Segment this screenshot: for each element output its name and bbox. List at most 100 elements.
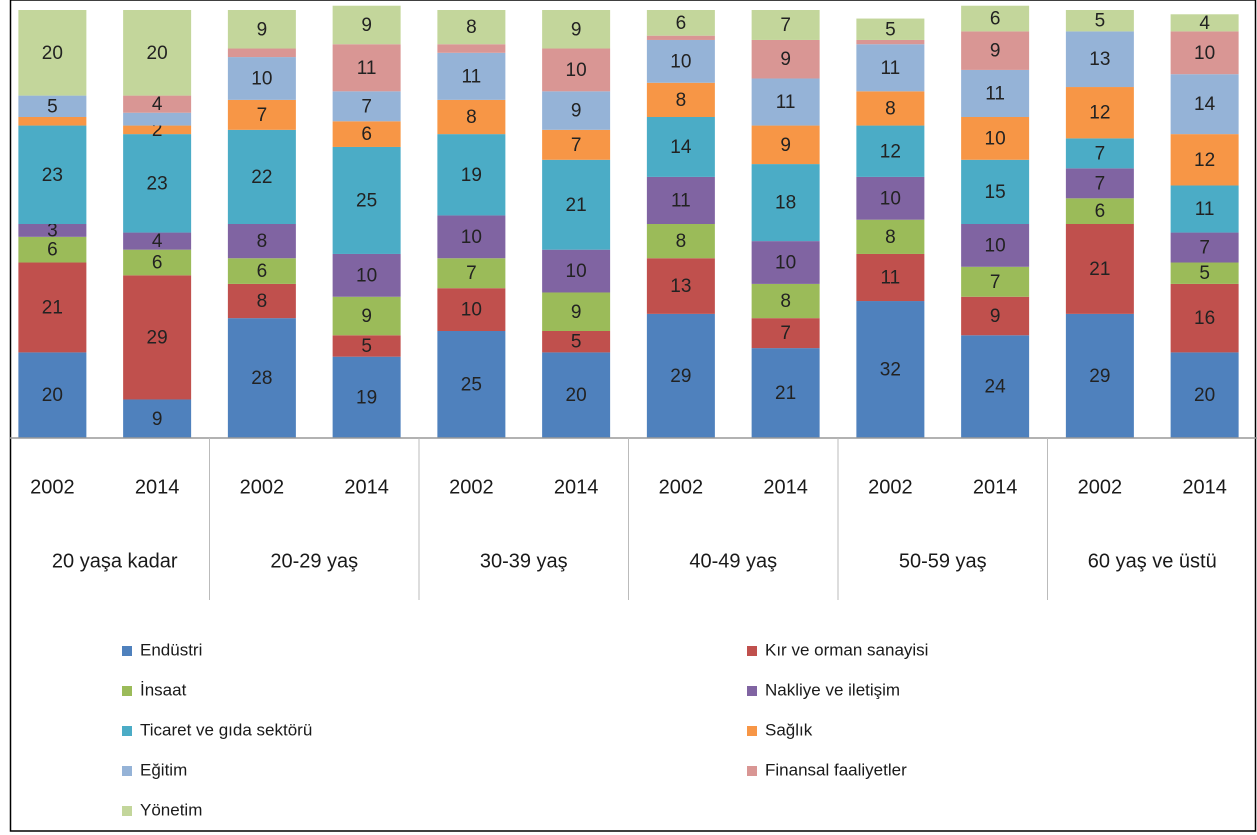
bar-segment: [542, 10, 611, 49]
bar-segment: [961, 266, 1030, 297]
bar-segment: [18, 10, 87, 96]
bar-segment: [123, 249, 192, 276]
legend-swatch: [747, 686, 757, 696]
value-label: 13: [670, 276, 691, 297]
bar-segment: [856, 176, 925, 220]
bar-segment: [18, 224, 87, 237]
legend-swatch: [747, 646, 757, 656]
bar-segment: [437, 215, 506, 259]
value-label: 20: [42, 385, 63, 406]
value-label: 9: [990, 306, 1001, 327]
legend-swatch: [747, 726, 757, 736]
value-label: 29: [1089, 366, 1110, 387]
value-label: 6: [47, 240, 58, 261]
value-label: 10: [461, 227, 482, 248]
value-label: 7: [990, 272, 1001, 293]
bar-segment: [1170, 185, 1239, 233]
legend-label: Sağlık: [765, 720, 813, 739]
bar-segment: [1065, 87, 1134, 139]
value-label: 8: [885, 98, 896, 119]
bar-segment: [18, 236, 87, 263]
value-label: 6: [676, 13, 687, 34]
legend-swatch: [122, 726, 132, 736]
value-label: 23: [147, 173, 168, 194]
x-tick-label: 2002: [240, 476, 285, 498]
bar-segment: [227, 224, 296, 259]
value-label: 8: [257, 231, 268, 252]
value-label: 12: [880, 141, 901, 162]
bar-segment: [332, 296, 401, 336]
value-label: 11: [1195, 199, 1215, 220]
bar-segment: [123, 134, 192, 233]
bar-segment: [542, 159, 611, 250]
bar-segment: [646, 313, 715, 438]
bar-segment: [437, 134, 506, 216]
bar-segment: [856, 253, 925, 302]
value-label: 19: [356, 387, 377, 408]
value-label: 12: [1089, 103, 1110, 124]
bar-segment: [646, 224, 715, 259]
frame: [9, 0, 1257, 832]
bar-segment: [751, 164, 820, 242]
value-label: 29: [147, 327, 168, 348]
bar-segment: [961, 296, 1030, 336]
value-label: 5: [361, 336, 372, 357]
value-label: 21: [566, 195, 587, 216]
bar-segment: [646, 82, 715, 117]
bar-segment: [856, 18, 925, 40]
value-label: 9: [780, 135, 791, 156]
value-label: 9: [152, 409, 163, 430]
value-label: 7: [257, 105, 268, 126]
bar-segment: [542, 91, 611, 130]
value-label: 5: [885, 19, 896, 40]
legend-label: Kır ve orman sanayisi: [765, 640, 928, 659]
value-label: 24: [985, 377, 1007, 398]
value-label: 10: [985, 235, 1006, 256]
value-label: 11: [357, 58, 377, 79]
value-label: 10: [461, 300, 482, 321]
bar-segment: [123, 275, 192, 400]
value-label: 19: [461, 165, 482, 186]
value-label: 22: [251, 167, 272, 188]
bar-segment: [437, 331, 506, 438]
value-label: 28: [251, 368, 272, 389]
x-tick-label: 2002: [1078, 476, 1123, 498]
bar-segment: [227, 57, 296, 100]
value-label: 10: [1194, 43, 1215, 64]
bar-segment: [542, 331, 611, 353]
group-label: 50-59 yaş: [899, 550, 987, 572]
value-label: 10: [566, 261, 587, 282]
value-label: 6: [257, 261, 268, 282]
value-label: 8: [257, 291, 268, 312]
value-label: 2: [152, 120, 163, 141]
x-tick-label: 2002: [449, 476, 494, 498]
legend-label: İnsaat: [140, 680, 187, 699]
bar-segment: [1170, 352, 1239, 438]
bar-segment: [751, 241, 820, 284]
bar-segment: [123, 232, 192, 250]
value-label: 3: [47, 220, 58, 241]
x-tick-label: 2002: [30, 476, 75, 498]
value-label: 10: [670, 51, 691, 72]
value-label: 10: [251, 68, 272, 89]
value-label: 10: [880, 188, 901, 209]
bar-segment: [751, 283, 820, 319]
bar-segment: [332, 356, 401, 438]
bar-segment: [123, 125, 192, 135]
value-label: 8: [676, 90, 687, 111]
bar-segment: [751, 39, 820, 79]
value-label: 4: [152, 231, 163, 252]
bar-segment: [646, 35, 715, 40]
bar-segment: [123, 399, 192, 438]
value-label: 9: [990, 41, 1001, 62]
legend-swatch: [122, 766, 132, 776]
x-tick-label: 2014: [1182, 476, 1227, 498]
legend-label: Yönetim: [140, 800, 202, 819]
bar-segment: [961, 5, 1030, 32]
bar-segment: [856, 44, 925, 92]
value-label: 6: [152, 253, 163, 274]
value-label: 9: [571, 302, 582, 323]
value-label: 25: [356, 190, 377, 211]
value-label: 11: [985, 83, 1005, 104]
